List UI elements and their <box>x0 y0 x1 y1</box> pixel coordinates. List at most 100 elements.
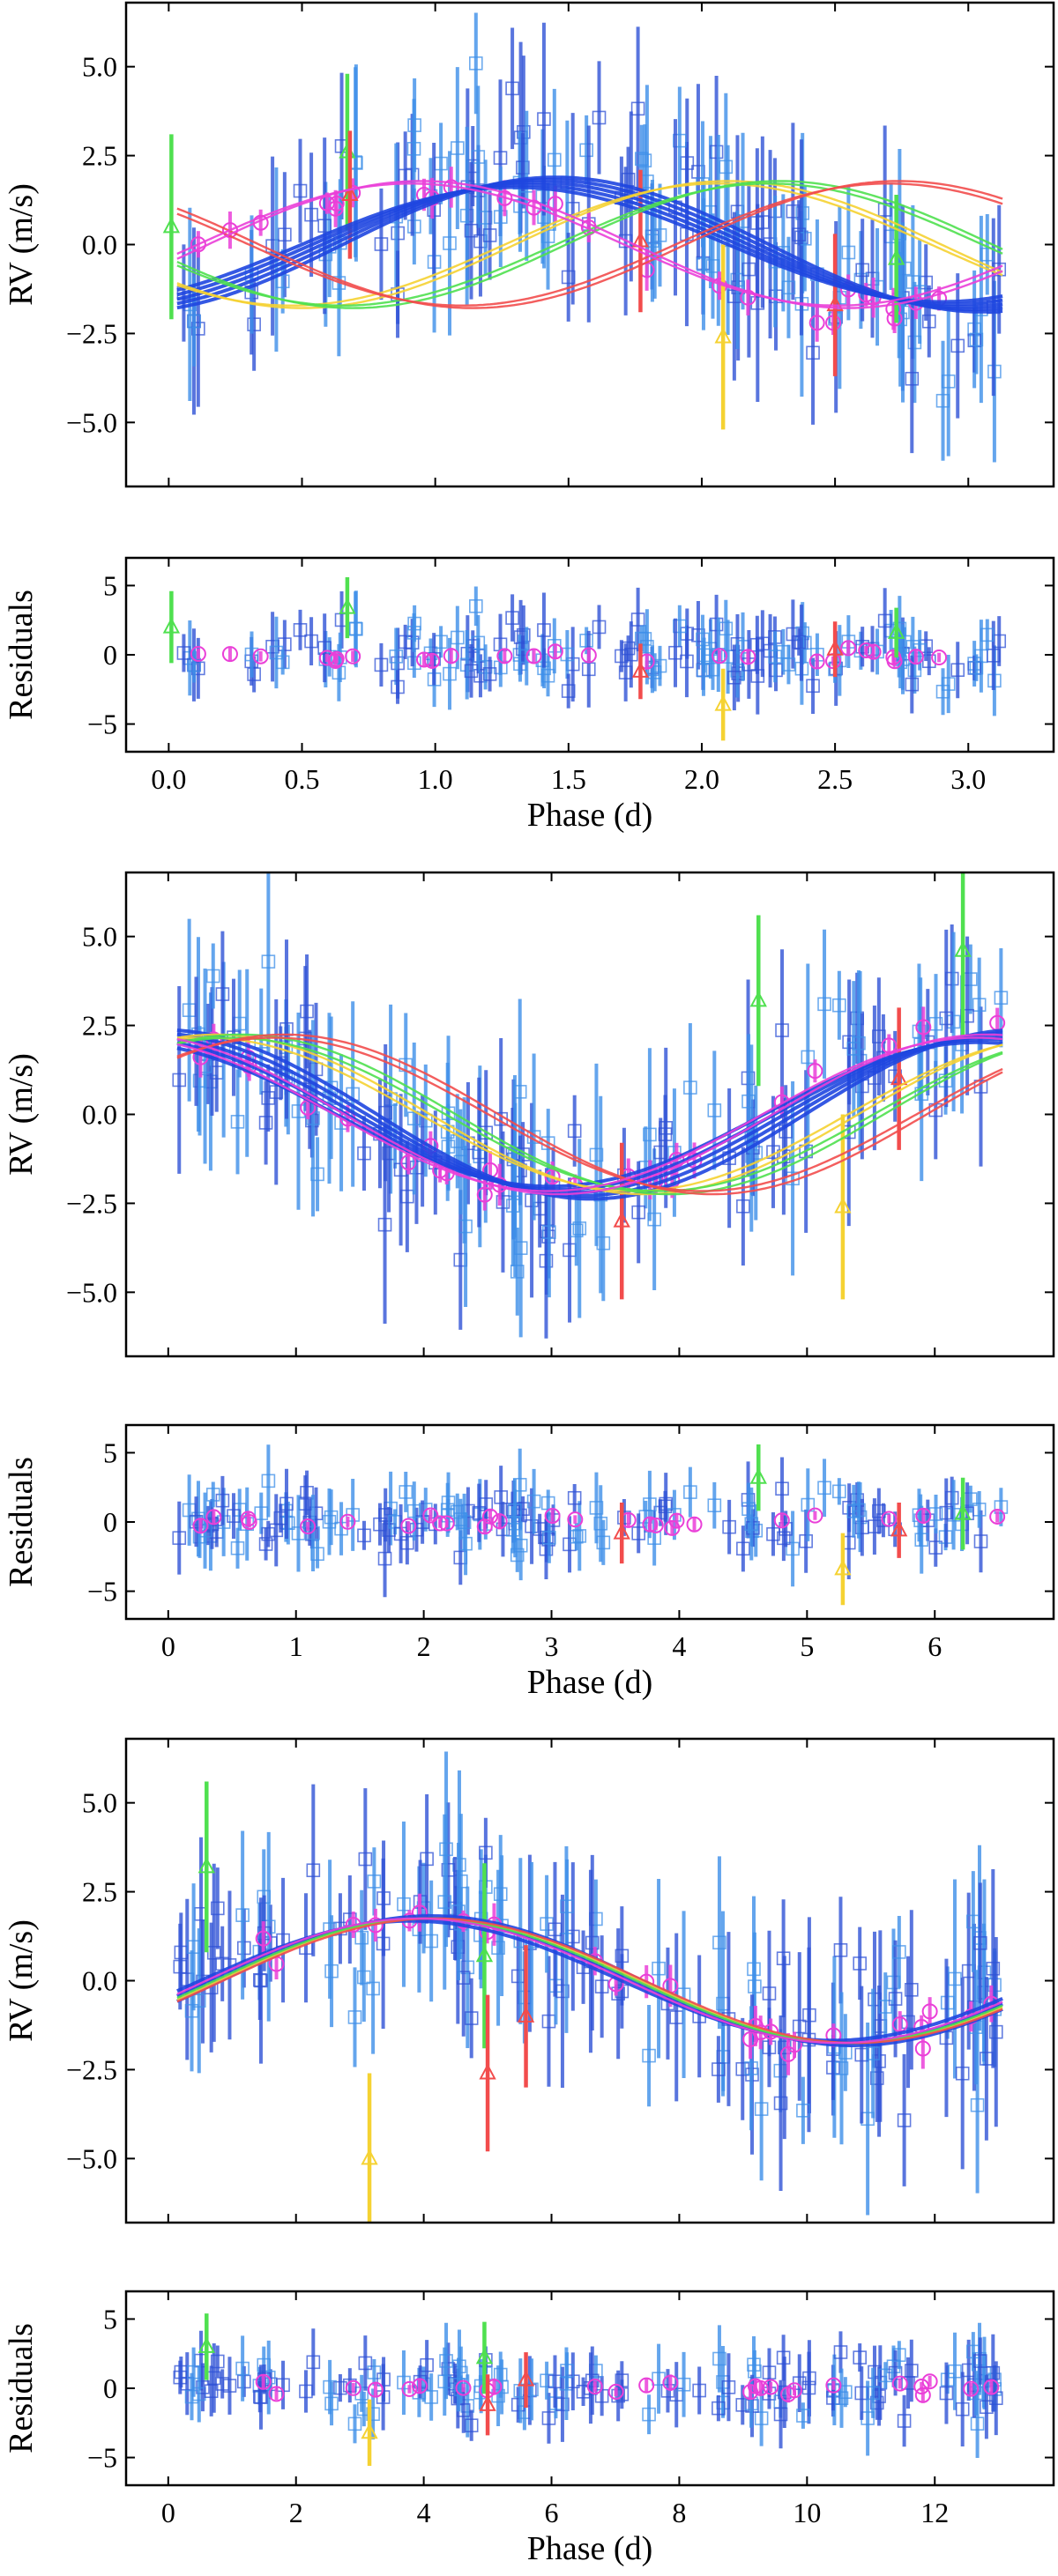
panel-1-residuals: 0.0 0.5 1.0 1.5 2.0 2.5 3.0 −5 0 5 Residuals Phase … <box>3 556 1055 834</box>
model-curve <box>176 1033 1003 1196</box>
data-point-circle <box>642 1516 659 1533</box>
data-point-square <box>642 2048 656 2063</box>
data-point-square <box>516 642 530 657</box>
data-point-square <box>424 1934 438 1949</box>
data-point-square <box>510 1265 525 1279</box>
data-point-square <box>618 665 633 679</box>
data-point-square <box>792 227 806 241</box>
x-tick-label: 2.5 <box>817 763 853 795</box>
data-point-square <box>215 987 230 1001</box>
data-point-square <box>548 1922 563 1937</box>
data-point-square <box>293 183 308 198</box>
data-point-square <box>252 2389 267 2404</box>
model-curve <box>176 1917 1003 2045</box>
data-point-triangle <box>826 639 844 656</box>
data-point-square <box>458 1536 473 1551</box>
y-axis-label: RV (m/s) <box>3 183 40 306</box>
data-point-square <box>579 143 593 158</box>
model-curve <box>176 1033 1003 1196</box>
data-point-square <box>324 1510 339 1525</box>
x-tick-label: 0.0 <box>151 763 186 795</box>
data-point-circle <box>547 196 563 212</box>
data-point-square <box>869 2071 884 2085</box>
data-point-square <box>841 245 856 260</box>
data-point-square <box>967 333 982 348</box>
data-point-square <box>637 153 652 167</box>
data-point-circle <box>808 653 825 670</box>
data-point-square <box>741 262 756 277</box>
data-point-circle <box>840 640 857 657</box>
data-point-square <box>939 1505 954 1520</box>
data-point-square <box>505 81 519 96</box>
data-point-square <box>853 2350 867 2364</box>
data-point-square <box>189 1514 204 1529</box>
data-point-square <box>941 677 956 691</box>
model-curve <box>176 178 1003 311</box>
data-point-square <box>469 599 483 613</box>
data-point-square <box>897 2113 912 2127</box>
data-point-square <box>187 314 201 329</box>
model-curve <box>176 1031 1003 1198</box>
y-tick-label: 5.0 <box>82 51 117 83</box>
data-point-square <box>592 110 607 125</box>
x-tick-label: 6 <box>545 2497 559 2528</box>
data-point-circle <box>780 2045 797 2062</box>
data-point-triangle <box>475 2348 494 2364</box>
y-tick-label: 5 <box>103 1436 117 1468</box>
data-point-square <box>391 679 405 694</box>
data-point-square <box>781 657 796 672</box>
y-tick-label: −5 <box>87 1576 117 1607</box>
data-point-square <box>275 655 290 670</box>
data-point-triangle <box>517 2370 535 2387</box>
data-point-square <box>973 2354 987 2368</box>
data-point-square <box>173 2370 188 2385</box>
data-point-square <box>592 620 607 635</box>
data-point-triangle <box>361 2149 378 2165</box>
data-point-square <box>775 1481 789 1496</box>
data-point-circle <box>345 2379 361 2396</box>
data-point-circle <box>318 650 335 666</box>
data-point-square <box>471 635 486 650</box>
y-tick-label: 0 <box>103 2372 117 2404</box>
data-point-square <box>955 2402 970 2416</box>
data-point-square <box>855 1520 869 1534</box>
data-point-square <box>453 1512 468 1526</box>
data-point-square <box>747 1962 761 1977</box>
data-point-circle <box>339 1513 356 1530</box>
data-point-square <box>652 1961 666 1976</box>
data-point-triangle <box>361 2423 378 2439</box>
data-point-square <box>407 616 421 631</box>
data-point-square <box>540 668 555 683</box>
data-point-square <box>786 1541 800 1556</box>
data-point-square <box>354 2387 369 2401</box>
data-point-square <box>832 998 846 1013</box>
data-point-square <box>358 1852 373 1867</box>
data-point-square <box>261 954 276 969</box>
data-point-square <box>658 1499 673 1514</box>
data-point-triangle <box>890 1520 908 1537</box>
data-point-square <box>306 1863 321 1878</box>
data-point-square <box>905 371 920 386</box>
data-point-square <box>897 2414 912 2428</box>
data-point-square <box>205 1488 220 1502</box>
data-point-triangle <box>749 991 767 1007</box>
x-axis-label: Phase (d) <box>527 2530 652 2567</box>
x-tick-label: 4 <box>417 2497 431 2528</box>
data-point-square <box>460 1960 475 1975</box>
data-point-circle <box>367 2381 384 2398</box>
data-point-square <box>709 145 724 160</box>
data-point-square <box>973 1534 988 1548</box>
data-point-square <box>986 1961 1001 1976</box>
data-point-circle <box>190 645 206 662</box>
data-point-square <box>560 1899 574 1914</box>
data-point-square <box>806 345 820 360</box>
data-point-square <box>901 2015 915 2030</box>
data-point-square <box>471 150 486 164</box>
data-point-square <box>696 632 710 647</box>
data-point-circle <box>525 648 542 664</box>
data-point-square <box>756 215 770 229</box>
data-point-square <box>407 118 421 132</box>
data-point-square <box>304 634 318 649</box>
data-point-square <box>469 56 483 71</box>
data-point-square <box>349 621 363 636</box>
